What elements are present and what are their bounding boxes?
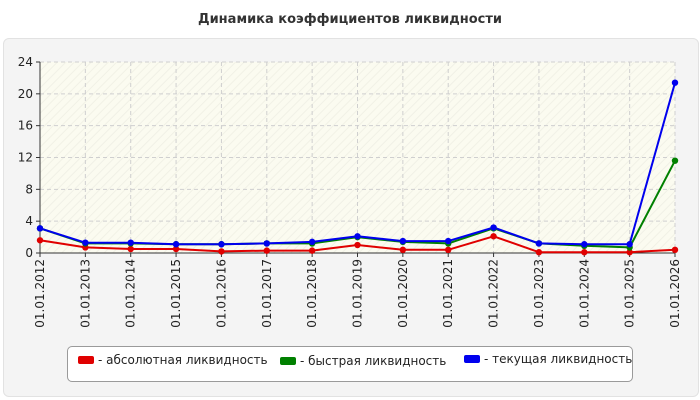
legend-label-quick: - быстрая ликвидность	[300, 354, 447, 368]
data-point-2-9	[445, 237, 452, 245]
data-point-0-0	[36, 237, 44, 244]
y-tick-label-5: 20	[18, 87, 33, 101]
legend-swatch-quick	[280, 357, 296, 365]
x-tick-label-6: 01.01.2018	[305, 259, 319, 328]
legend-item-current: - текущая ликвидность	[464, 352, 632, 366]
y-tick-label-3: 12	[18, 151, 33, 165]
data-point-0-2	[127, 245, 134, 253]
data-point-0-5	[263, 247, 270, 254]
data-point-0-13	[626, 249, 633, 256]
x-tick-label-8: 01.01.2020	[396, 259, 410, 328]
legend-swatch-absolute	[78, 356, 94, 364]
y-tick-label-2: 8	[25, 182, 33, 196]
data-point-2-3	[172, 241, 180, 248]
data-point-2-13	[626, 241, 633, 248]
x-tick-label-12: 01.01.2024	[577, 259, 591, 328]
data-point-0-12	[581, 249, 588, 256]
legend-item-quick: - быстрая ликвидность	[280, 354, 446, 368]
data-point-0-14	[671, 246, 679, 254]
data-point-0-11	[535, 249, 543, 256]
data-point-0-10	[490, 233, 497, 240]
chart-title: Динамика коэффициентов ликвидности	[198, 12, 502, 27]
data-point-2-10	[490, 224, 497, 231]
y-tick-label-6: 24	[18, 55, 33, 69]
legend-label-current: - текущая ликвидность	[484, 352, 633, 366]
legend-item-absolute: - абсолютная ликвидность	[78, 353, 268, 367]
data-point-0-6	[308, 247, 316, 254]
data-point-0-8	[399, 246, 407, 254]
data-point-2-5	[263, 240, 270, 247]
data-point-0-4	[218, 248, 225, 255]
x-tick-label-0: 01.01.2012	[33, 259, 47, 328]
data-point-0-7	[354, 241, 361, 249]
data-point-2-7	[354, 233, 361, 240]
data-point-1-14	[671, 157, 679, 164]
y-tick-label-1: 4	[25, 214, 33, 228]
x-tick-label-4: 01.01.2016	[214, 259, 228, 328]
x-tick-label-13: 01.01.2025	[623, 259, 637, 328]
x-tick-label-7: 01.01.2019	[351, 259, 365, 328]
x-tick-label-14: 01.01.2026	[668, 259, 682, 328]
data-point-0-9	[445, 246, 452, 254]
data-point-2-8	[399, 237, 407, 245]
x-tick-label-11: 01.01.2023	[532, 259, 546, 328]
x-tick-label-5: 01.01.2017	[260, 259, 274, 328]
x-tick-label-10: 01.01.2022	[487, 259, 501, 328]
data-point-2-12	[581, 241, 588, 248]
legend-swatch-current	[464, 355, 480, 363]
x-tick-label-3: 01.01.2015	[169, 259, 183, 328]
data-point-2-1	[82, 239, 89, 246]
data-point-2-0	[36, 225, 44, 232]
data-point-2-2	[127, 239, 134, 246]
y-tick-label-0: 0	[25, 246, 33, 260]
y-tick-label-4: 16	[18, 119, 33, 133]
legend-label-absolute: - абсолютная ликвидность	[98, 353, 268, 367]
chart-legend: - абсолютная ликвидность - быстрая ликви…	[67, 346, 633, 382]
data-point-2-4	[218, 241, 225, 248]
data-point-0-3	[172, 245, 180, 253]
data-point-2-11	[535, 240, 543, 247]
data-point-2-6	[308, 238, 316, 246]
x-tick-label-9: 01.01.2021	[441, 259, 455, 328]
data-point-2-14	[671, 79, 679, 86]
x-tick-label-2: 01.01.2014	[124, 259, 138, 328]
x-tick-label-1: 01.01.2013	[78, 259, 92, 328]
